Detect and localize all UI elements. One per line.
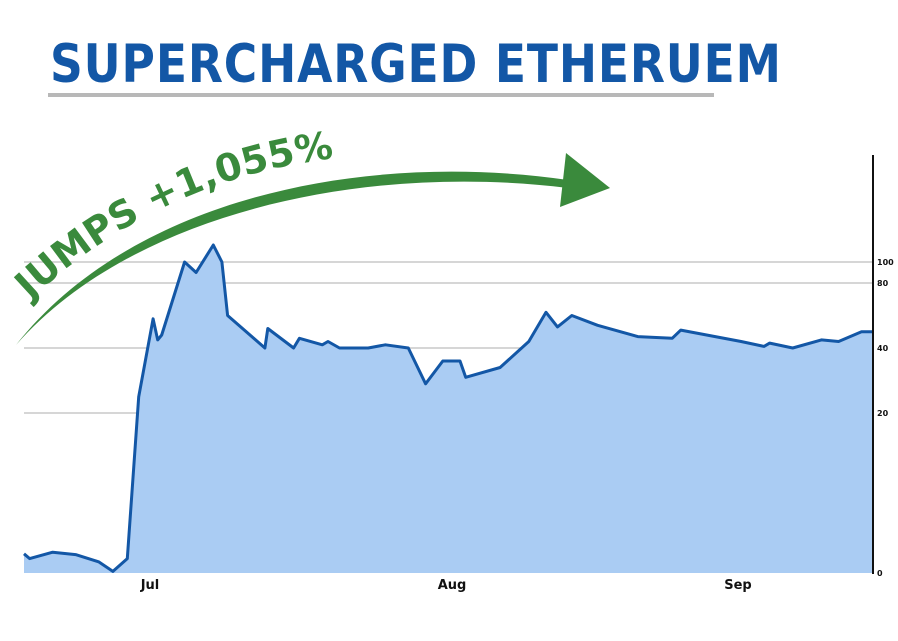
y-tick-label: 40 bbox=[877, 344, 889, 353]
y-tick-label: 80 bbox=[877, 279, 889, 288]
y-tick-label: 0 bbox=[877, 569, 883, 578]
x-tick-label: Aug bbox=[438, 578, 467, 593]
annotation-label: JUMPS +1,055% bbox=[4, 123, 335, 308]
series-area-fill bbox=[24, 245, 873, 573]
y-tick-label: 100 bbox=[877, 258, 894, 267]
y-tick-label: 20 bbox=[877, 409, 889, 418]
y-tick-labels: 0 20 40 80 100 bbox=[877, 258, 894, 578]
x-tick-label: Jul bbox=[140, 578, 160, 593]
annotation-arrow bbox=[16, 171, 568, 345]
annotation-arrowhead-icon bbox=[560, 153, 610, 207]
chart-title: SUPERCHARGED ETHERUEM bbox=[50, 34, 782, 95]
x-tick-labels: Jul Aug Sep bbox=[140, 578, 752, 593]
x-tick-label: Sep bbox=[724, 578, 752, 593]
title-underline bbox=[48, 93, 714, 97]
annotation-text: JUMPS +1,055% bbox=[4, 123, 335, 308]
series-line bbox=[23, 243, 873, 573]
